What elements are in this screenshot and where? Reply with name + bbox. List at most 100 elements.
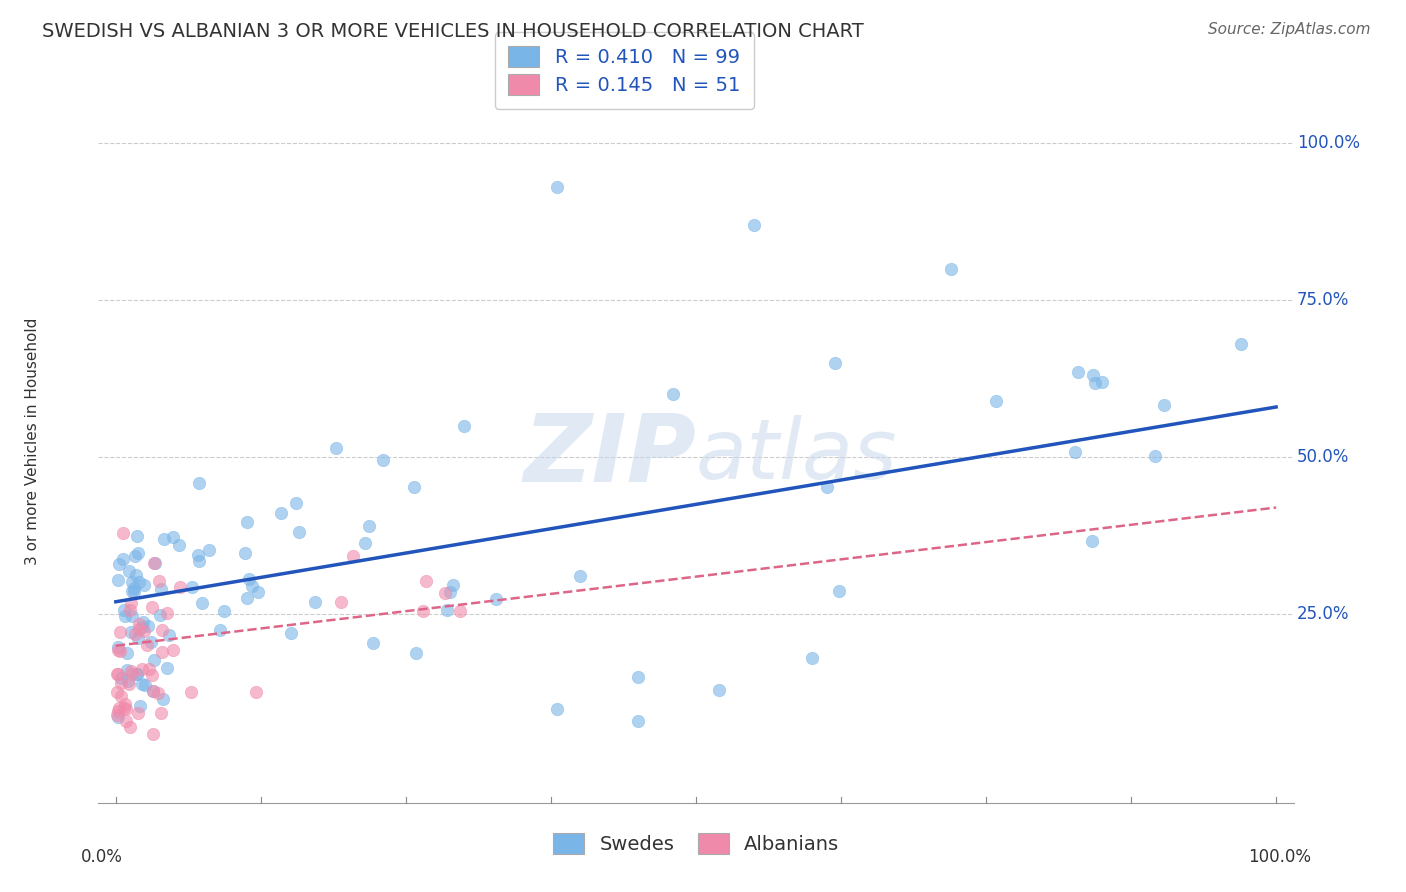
Point: [236, 516, 259, 530]
Point: [132, 624, 155, 638]
Point: [405, 646, 427, 660]
Text: 75.0%: 75.0%: [1296, 291, 1350, 310]
Point: [1081, 534, 1104, 549]
Point: [198, 543, 221, 558]
Point: [143, 652, 166, 666]
Point: [114, 609, 136, 624]
Point: [156, 607, 179, 621]
Point: [132, 615, 155, 630]
Point: [357, 518, 380, 533]
Point: [141, 600, 163, 615]
Point: [107, 642, 129, 657]
Text: ZIP: ZIP: [523, 410, 696, 502]
Point: [110, 672, 132, 686]
Point: [569, 569, 592, 583]
Point: [280, 626, 302, 640]
Point: [142, 683, 165, 698]
Point: [361, 636, 384, 650]
Point: [1084, 376, 1107, 391]
Point: [127, 529, 149, 543]
Point: [240, 579, 263, 593]
Point: [108, 700, 131, 714]
Point: [148, 574, 170, 589]
Point: [121, 583, 143, 598]
Point: [742, 218, 765, 232]
Point: [107, 573, 129, 587]
Point: [134, 678, 156, 692]
Point: [152, 645, 174, 659]
Point: [142, 727, 165, 741]
Point: [107, 667, 129, 681]
Point: [110, 644, 132, 658]
Point: [127, 632, 149, 646]
Point: [127, 706, 149, 720]
Point: [167, 538, 190, 552]
Point: [485, 591, 508, 606]
Point: [801, 651, 824, 665]
Point: [128, 617, 150, 632]
Point: [236, 591, 259, 605]
Point: [180, 685, 202, 699]
Point: [105, 667, 128, 681]
Point: [131, 677, 153, 691]
Point: [153, 533, 176, 547]
Point: [112, 603, 135, 617]
Point: [986, 393, 1008, 408]
Point: [436, 602, 458, 616]
Point: [941, 261, 963, 276]
Point: [434, 586, 457, 600]
Point: [118, 720, 141, 734]
Point: [233, 546, 256, 560]
Point: [129, 698, 152, 713]
Point: [441, 577, 464, 591]
Point: [287, 524, 309, 539]
Point: [828, 583, 851, 598]
Point: [145, 557, 167, 571]
Point: [112, 701, 135, 715]
Point: [127, 546, 149, 560]
Point: [107, 557, 129, 571]
Point: [157, 628, 180, 642]
Point: [661, 387, 683, 401]
Point: [371, 453, 394, 467]
Point: [120, 596, 142, 610]
Point: [117, 674, 139, 689]
Point: [107, 704, 129, 718]
Point: [141, 668, 163, 682]
Point: [118, 603, 141, 617]
Point: [150, 623, 173, 637]
Point: [304, 595, 326, 609]
Point: [188, 554, 211, 568]
Text: SWEDISH VS ALBANIAN 3 OR MORE VEHICLES IN HOUSEHOLD CORRELATION CHART: SWEDISH VS ALBANIAN 3 OR MORE VEHICLES I…: [42, 22, 863, 41]
Point: [214, 604, 236, 618]
Point: [114, 714, 136, 728]
Point: [118, 677, 141, 691]
Point: [149, 607, 172, 622]
Point: [120, 664, 142, 678]
Point: [121, 609, 143, 624]
Point: [138, 662, 160, 676]
Point: [107, 710, 129, 724]
Point: [546, 180, 568, 194]
Text: 3 or more Vehicles in Household: 3 or more Vehicles in Household: [25, 318, 41, 566]
Point: [449, 604, 471, 618]
Point: [209, 623, 232, 637]
Point: [108, 624, 131, 639]
Point: [1153, 398, 1175, 412]
Point: [115, 701, 138, 715]
Point: [131, 661, 153, 675]
Point: [188, 475, 211, 490]
Point: [124, 585, 146, 599]
Point: [329, 595, 352, 609]
Point: [121, 575, 143, 590]
Point: [709, 682, 731, 697]
Point: [149, 582, 172, 597]
Point: [627, 714, 650, 728]
Legend: Swedes, Albanians: Swedes, Albanians: [546, 825, 846, 862]
Point: [1064, 444, 1087, 458]
Point: [148, 686, 170, 700]
Point: [118, 565, 141, 579]
Point: [1230, 337, 1253, 351]
Point: [169, 580, 191, 594]
Point: [1067, 365, 1090, 379]
